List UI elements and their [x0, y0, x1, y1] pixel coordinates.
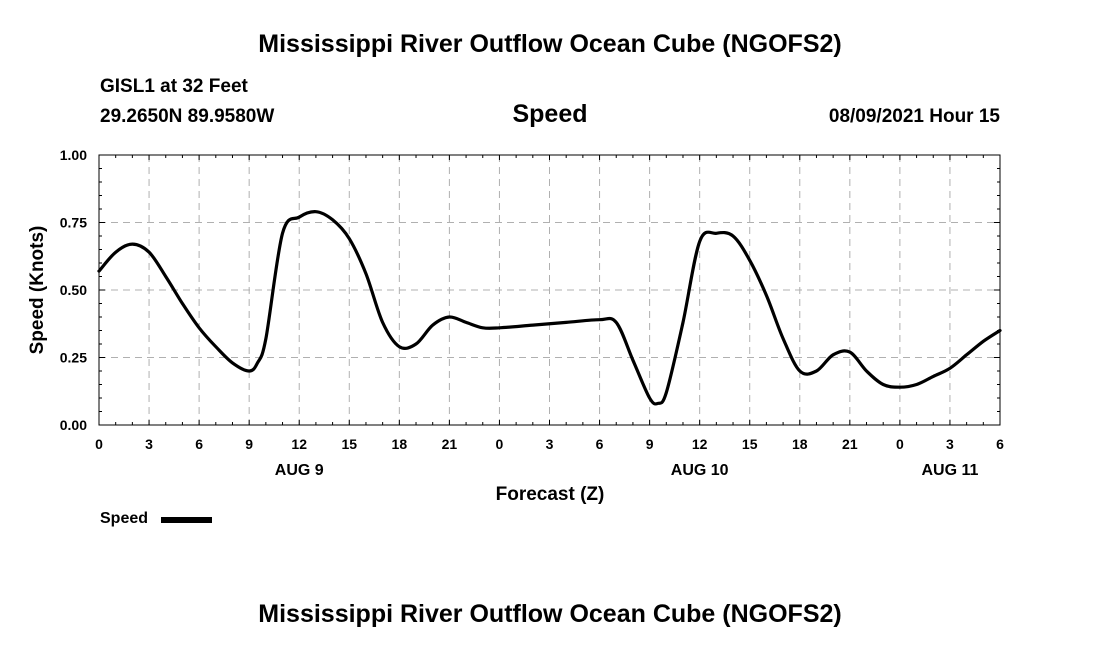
speed-series-line: [97, 210, 1002, 406]
x-tick-label: 12: [692, 436, 708, 452]
datetime-label: 08/09/2021 Hour 15: [828, 106, 1000, 127]
date-label: AUG 11: [921, 462, 978, 479]
x-tick-label: 21: [442, 436, 458, 452]
station-label: GISL1 at 32 Feet: [100, 76, 248, 97]
x-tick-labels: 0 3 6 9 12 15 18 21 0 3 6 9 12 15 18 21 0 3 6: [95, 436, 1004, 452]
x-tick-label: 12: [291, 436, 307, 452]
date-labels: AUG 9 AUG 10 AUG 11: [275, 462, 979, 479]
x-axis-label: Forecast (Z): [496, 484, 605, 505]
chart-title-bottom: Mississippi River Outflow Ocean Cube (NG…: [258, 600, 842, 628]
x-tick-label: 3: [546, 436, 554, 452]
x-tick-label: 18: [792, 436, 808, 452]
x-tick-label: 15: [742, 436, 758, 452]
date-label: AUG 9: [275, 462, 324, 479]
y-tick-label: 0.25: [60, 350, 87, 366]
x-tick-label: 9: [245, 436, 253, 452]
chart-title-top: Mississippi River Outflow Ocean Cube (NG…: [258, 30, 842, 58]
x-tick-label: 0: [496, 436, 504, 452]
x-tick-label: 3: [946, 436, 954, 452]
x-tick-label: 21: [842, 436, 858, 452]
y-tick-label: 0.75: [60, 215, 87, 231]
x-tick-label: 6: [596, 436, 604, 452]
x-tick-label: 6: [996, 436, 1004, 452]
legend-swatch: [161, 517, 212, 523]
legend-label: Speed: [100, 510, 149, 527]
x-tick-label: 0: [95, 436, 103, 452]
grid-lines: [99, 155, 1000, 425]
y-tick-label: 0.50: [60, 282, 87, 298]
y-tick-labels: 0.00 0.25 0.50 0.75 1.00: [60, 147, 87, 433]
x-tick-label: 15: [341, 436, 357, 452]
date-label: AUG 10: [671, 462, 729, 479]
y-tick-label: 0.00: [60, 417, 87, 433]
x-tick-label: 9: [646, 436, 654, 452]
y-tick-label: 1.00: [60, 147, 87, 163]
x-tick-label: 6: [195, 436, 203, 452]
x-tick-label: 0: [896, 436, 904, 452]
x-tick-label: 18: [392, 436, 408, 452]
x-tick-label: 3: [145, 436, 153, 452]
panel-title: Speed: [512, 100, 588, 128]
coordinates-label: 29.2650N 89.9580W: [100, 106, 275, 127]
axis-ticks: [98, 154, 1001, 426]
y-axis-label: Speed (Knots): [27, 226, 48, 355]
